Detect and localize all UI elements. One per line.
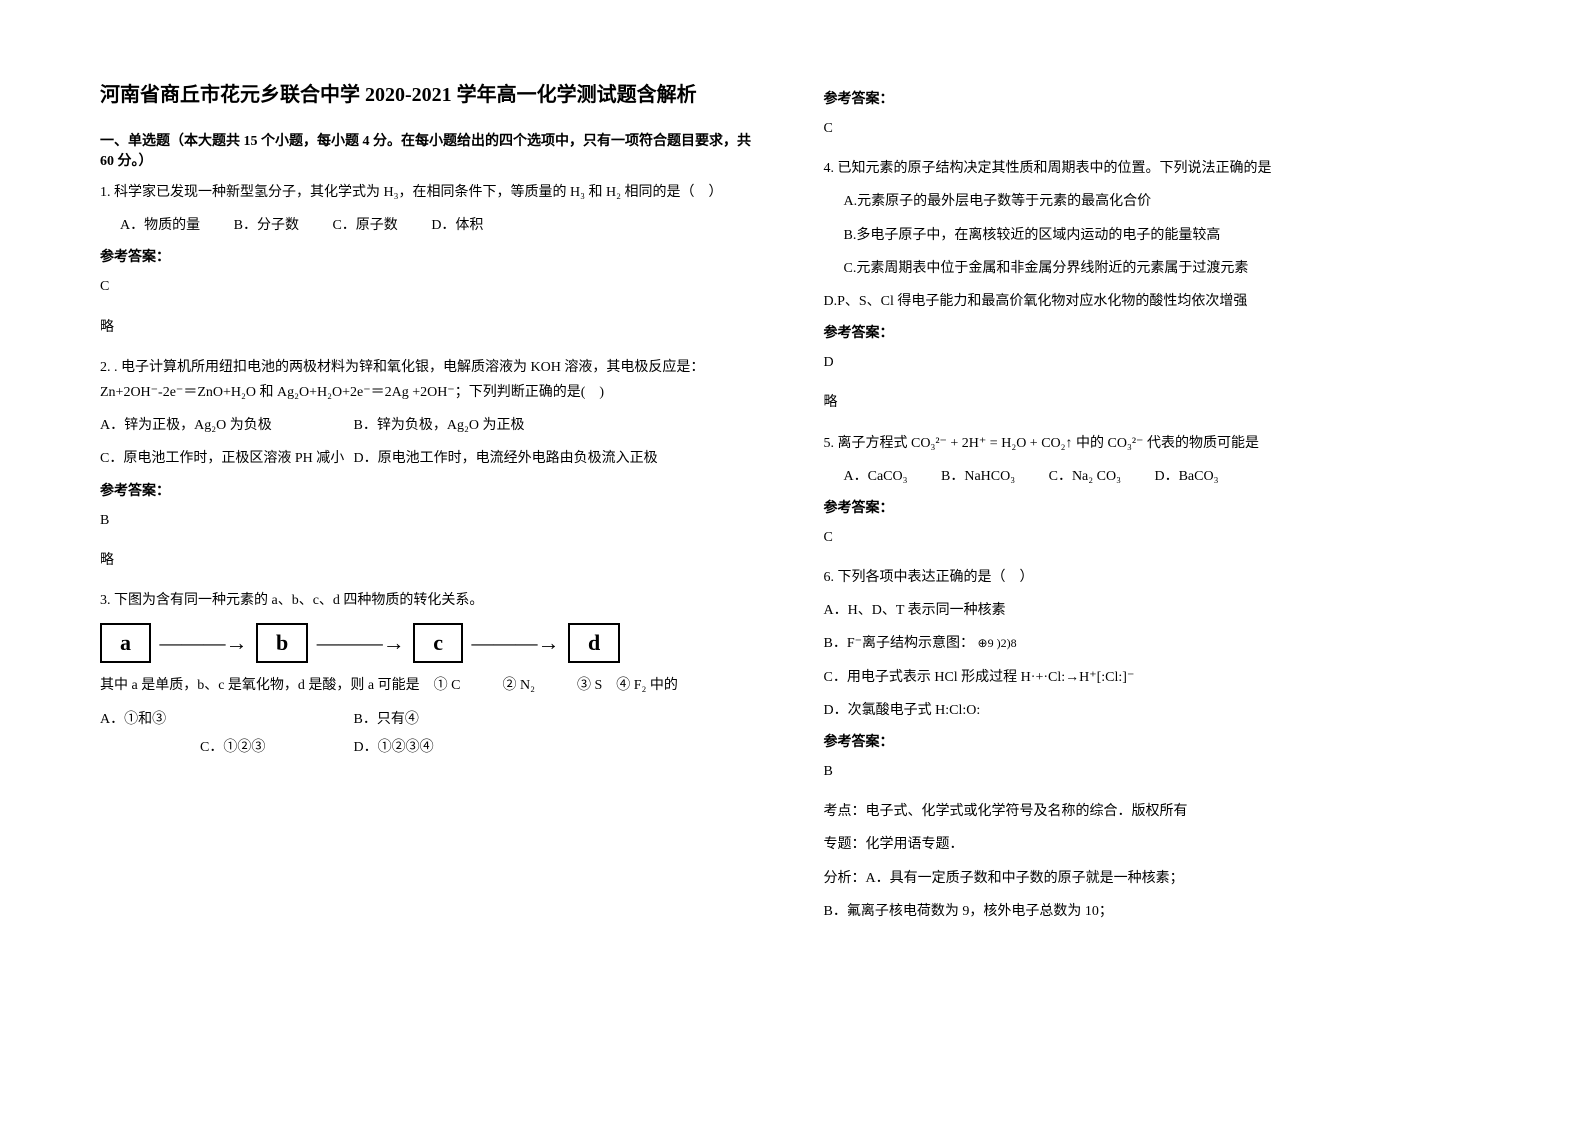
q6-opt-d: D．次氯酸电子式 H:Cl:O:	[824, 698, 1488, 723]
q4-opt-a: A.元素原子的最外层电子数等于元素的最高化合价	[824, 189, 1488, 214]
q6-answer-label: 参考答案：	[824, 731, 1488, 751]
section-header: 一、单选题（本大题共 15 个小题，每小题 4 分。在每小题给出的四个选项中，只…	[100, 130, 764, 170]
q2-opts-ab: A．锌为正极，Ag₂O 为负极 B．锌为负极，Ag₂O 为正极	[100, 413, 764, 438]
q6-answer: B	[824, 759, 1488, 784]
right-column: 参考答案： C 4. 已知元素的原子结构决定其性质和周期表中的位置。下列说法正确…	[824, 80, 1488, 939]
q5-answer-label: 参考答案：	[824, 497, 1488, 517]
q5-text: 5. 离子方程式 CO₃²⁻ + 2H⁺ = H₂O + CO₂↑ 中的 CO₃…	[824, 431, 1488, 456]
atom-diagram-icon: ⊕9 )2)8	[978, 633, 1017, 655]
q5-opt-b: B．NaHCO₃	[941, 464, 1015, 489]
q4-opt-b: B.多电子原子中，在离核较近的区域内运动的电子的能量较高	[824, 223, 1488, 248]
left-column: 河南省商丘市花元乡联合中学 2020-2021 学年高一化学测试题含解析 一、单…	[100, 80, 764, 939]
q4-text: 4. 已知元素的原子结构决定其性质和周期表中的位置。下列说法正确的是	[824, 156, 1488, 181]
q1-opt-a: A．物质的量	[120, 213, 200, 238]
q2-opts-cd: C．原电池工作时，正极区溶液 PH 减小 D．原电池工作时，电流经外电路由负极流…	[100, 446, 764, 471]
q6-opt-c: C．用电子式表示 HCl 形成过程 H·+·Cl:→H⁺[:Cl:]⁻	[824, 665, 1488, 690]
q3-opt-c: C．①②③	[100, 734, 350, 762]
q3-answer: C	[824, 116, 1488, 141]
diagram-box-c: c	[413, 623, 463, 663]
q4-opt-c: C.元素周期表中位于金属和非金属分界线附近的元素属于过渡元素	[824, 256, 1488, 281]
q2-opt-d: D．原电池工作时，电流经外电路由负极流入正极	[354, 451, 658, 466]
diagram-box-b: b	[256, 623, 308, 663]
q6-text: 6. 下列各项中表达正确的是（ ）	[824, 565, 1488, 590]
q5-options: A．CaCO₃ B．NaHCO₃ C．Na₂ CO₃ D．BaCO₃	[824, 464, 1488, 489]
q2-answer-label: 参考答案：	[100, 480, 764, 500]
q2-opt-a: A．锌为正极，Ag₂O 为负极	[100, 413, 350, 438]
q3-opts-cd: C．①②③ D．①②③④	[100, 734, 764, 762]
q6-analysis4: B．氟离子核电荷数为 9，核外电子总数为 10；	[824, 899, 1488, 924]
diagram-box-d: d	[568, 623, 620, 663]
arrow-icon: ———→	[160, 630, 248, 656]
q1-opt-d: D．体积	[431, 213, 483, 238]
q3-opts-ab: A．①和③ B．只有④	[100, 706, 764, 734]
q6-analysis2: 专题：化学用语专题．	[824, 832, 1488, 857]
q3-opt-a: A．①和③	[100, 706, 350, 734]
q1-options: A．物质的量 B．分子数 C．原子数 D．体积	[100, 213, 764, 238]
q3-text2: 其中 a 是单质，b、c 是氧化物，d 是酸，则 a 可能是 ① C ② N₂ …	[100, 673, 764, 698]
q2-text: 2. . 电子计算机所用纽扣电池的两极材料为锌和氧化银，电解质溶液为 KOH 溶…	[100, 355, 764, 405]
q6-analysis1: 考点：电子式、化学式或化学符号及名称的综合．版权所有	[824, 799, 1488, 824]
q5-opt-d: D．BaCO₃	[1154, 464, 1218, 489]
q4-answer-label: 参考答案：	[824, 322, 1488, 342]
q2-note: 略	[100, 548, 764, 573]
q4-answer: D	[824, 350, 1488, 375]
q3-opt-d: D．①②③④	[354, 740, 434, 755]
q6-opt-b-line: B．F⁻离子结构示意图： ⊕9 )2)8	[824, 631, 1488, 656]
q3-opt-b: B．只有④	[354, 712, 419, 727]
q4-note: 略	[824, 390, 1488, 415]
q1-opt-c: C．原子数	[332, 213, 397, 238]
q3-diagram: a ———→ b ———→ c ———→ d	[100, 623, 764, 663]
q1-answer: C	[100, 274, 764, 299]
q2-answer: B	[100, 508, 764, 533]
q6-opt-b: B．F⁻离子结构示意图：	[824, 636, 975, 651]
document-title: 河南省商丘市花元乡联合中学 2020-2021 学年高一化学测试题含解析	[100, 80, 764, 110]
q3-answer-label: 参考答案：	[824, 88, 1488, 108]
q3-text: 3. 下图为含有同一种元素的 a、b、c、d 四种物质的转化关系。	[100, 588, 764, 613]
q1-opt-b: B．分子数	[234, 213, 299, 238]
q2-opt-b: B．锌为负极，Ag₂O 为正极	[354, 418, 525, 433]
arrow-icon: ———→	[317, 630, 405, 656]
q5-answer: C	[824, 525, 1488, 550]
arrow-icon: ———→	[472, 630, 560, 656]
diagram-box-a: a	[100, 623, 151, 663]
q6-opt-a: A．H、D、T 表示同一种核素	[824, 598, 1488, 623]
q5-opt-c: C．Na₂ CO₃	[1049, 464, 1121, 489]
q5-opt-a: A．CaCO₃	[844, 464, 908, 489]
q1-text: 1. 科学家已发现一种新型氢分子，其化学式为 H₃，在相同条件下，等质量的 H₃…	[100, 180, 764, 205]
q1-note: 略	[100, 315, 764, 340]
q1-answer-label: 参考答案：	[100, 246, 764, 266]
q4-opt-d: D.P、S、Cl 得电子能力和最高价氧化物对应水化物的酸性均依次增强	[824, 289, 1488, 314]
q2-opt-c: C．原电池工作时，正极区溶液 PH 减小	[100, 446, 350, 471]
q6-analysis3: 分析：A．具有一定质子数和中子数的原子就是一种核素；	[824, 866, 1488, 891]
